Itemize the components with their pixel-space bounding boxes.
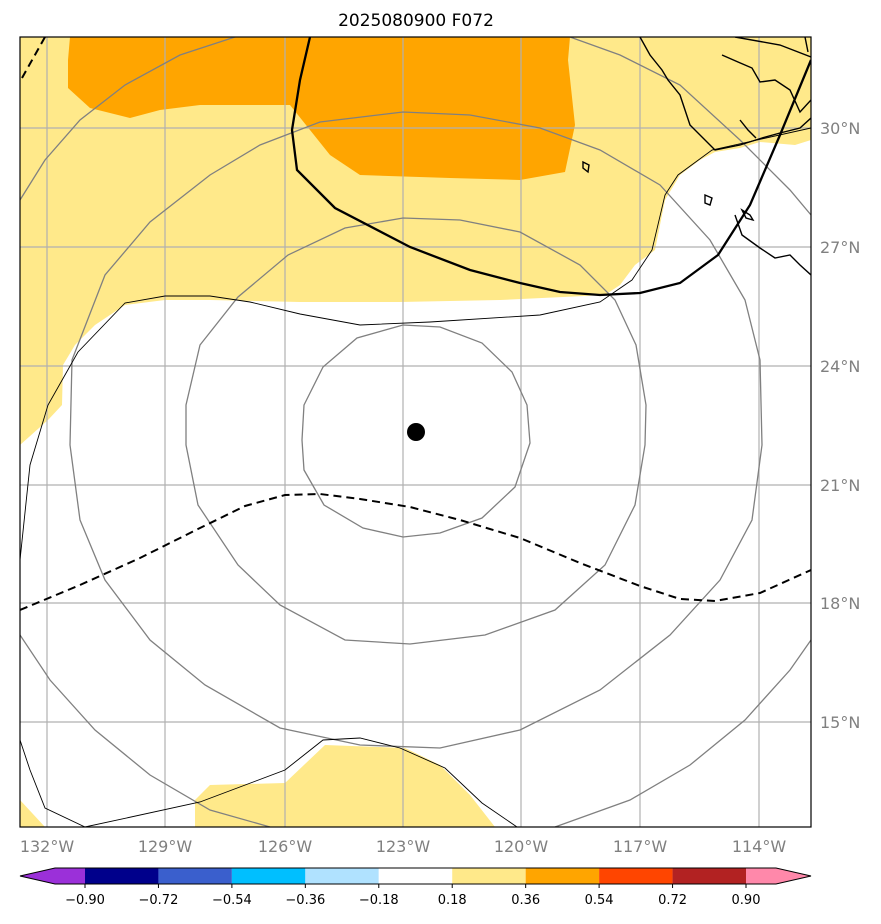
colorbar-label: 0.90 [732, 893, 761, 908]
colorbar-label: 0.54 [585, 893, 614, 908]
colorbar-label: −0.54 [212, 893, 252, 908]
range-rings [20, 37, 811, 827]
colorbar-segment [525, 868, 600, 884]
lat-label: 24°N [820, 357, 860, 376]
map-frame [19, 36, 812, 828]
colorbar-label: −0.36 [285, 893, 325, 908]
colorbar-segment [452, 868, 526, 884]
graticule [20, 37, 811, 827]
colorbar-segment [378, 868, 453, 884]
colorbar-segment [85, 868, 159, 884]
colorbar-label: 0.18 [438, 893, 467, 908]
coastline [582, 37, 811, 276]
colorbar-segment [231, 868, 306, 884]
lon-label: 114°W [732, 837, 787, 856]
anomaly-fill-light-south [195, 745, 495, 827]
colorbar: −0.90 −0.72 −0.54 −0.36 −0.18 0.18 0.36 0.54 0.7… [19, 867, 812, 908]
lat-axis: 30°N 27°N 24°N 21°N 18°N 15°N [820, 119, 860, 732]
lon-label: 132°W [20, 837, 75, 856]
colorbar-label: −0.72 [139, 893, 179, 908]
thin-contour [20, 127, 811, 827]
colorbar-outline [19, 867, 812, 885]
colorbar-extend-low [20, 868, 85, 884]
map-panel [20, 37, 811, 827]
lon-label: 117°W [613, 837, 668, 856]
colorbar-label: 0.36 [511, 893, 540, 908]
storm-center-marker [407, 423, 425, 441]
colorbar-extend-high [746, 868, 811, 884]
lat-label: 15°N [820, 713, 860, 732]
dashed-contour-south [20, 492, 811, 611]
colorbar-label: −0.90 [65, 893, 105, 908]
lon-axis: 132°W 129°W 126°W 123°W 120°W 117°W 114°… [20, 837, 787, 856]
lat-label: 18°N [820, 594, 860, 613]
lon-label: 123°W [376, 837, 431, 856]
anomaly-fill-light-sw [20, 800, 45, 827]
lon-label: 120°W [494, 837, 549, 856]
figure-title: 2025080900 F072 [338, 11, 494, 31]
lon-label: 129°W [138, 837, 193, 856]
anomaly-fill-light [20, 37, 811, 445]
lat-label: 21°N [820, 476, 860, 495]
colorbar-segment [158, 868, 232, 884]
lon-label: 126°W [258, 837, 313, 856]
lat-label: 30°N [820, 119, 860, 138]
colorbar-segment [672, 868, 746, 884]
anomaly-fill-mid [68, 37, 575, 180]
thick-contour [290, 37, 811, 297]
dashed-contour-nw [21, 37, 46, 79]
colorbar-segment [305, 868, 379, 884]
lat-label: 27°N [820, 238, 860, 257]
colorbar-label: −0.18 [359, 893, 399, 908]
colorbar-label: 0.72 [658, 893, 687, 908]
colorbar-segment [599, 868, 673, 884]
